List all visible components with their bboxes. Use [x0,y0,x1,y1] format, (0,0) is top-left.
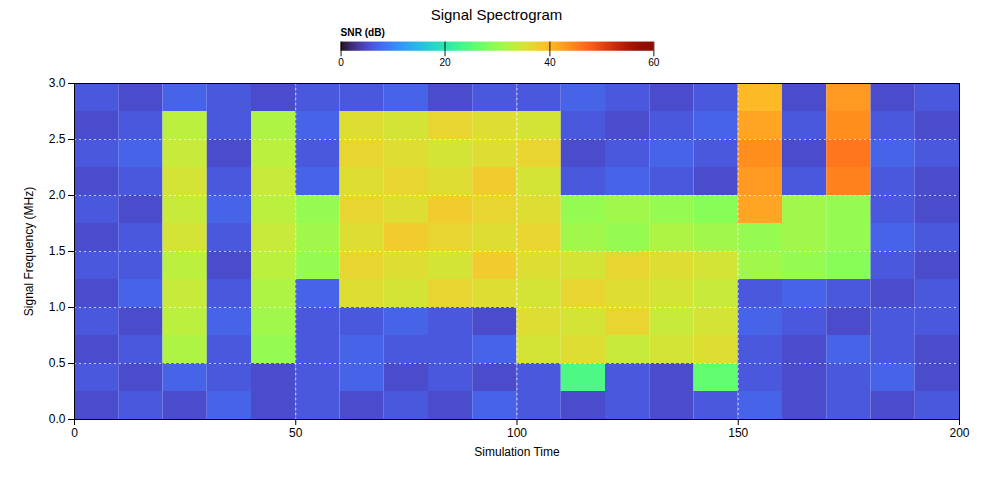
svg-text:0: 0 [71,426,78,440]
svg-text:100: 100 [507,426,527,440]
svg-text:Signal Frequency (MHz): Signal Frequency (MHz) [22,187,36,316]
svg-text:Simulation Time: Simulation Time [474,445,560,459]
svg-text:20: 20 [439,57,451,68]
svg-text:1.5: 1.5 [49,244,66,258]
svg-text:50: 50 [289,426,303,440]
svg-text:1.0: 1.0 [49,300,66,314]
svg-text:60: 60 [648,57,660,68]
svg-text:200: 200 [949,426,969,440]
svg-text:150: 150 [728,426,748,440]
svg-text:2.0: 2.0 [49,188,66,202]
svg-text:0.5: 0.5 [49,356,66,370]
svg-text:0.0: 0.0 [49,412,66,426]
svg-text:2.5: 2.5 [49,132,66,146]
svg-text:0: 0 [338,57,344,68]
svg-text:SNR (dB): SNR (dB) [340,27,384,38]
html-text:Signal Spectrogram: Signal Spectrogram [430,6,563,23]
svg-text:40: 40 [544,57,556,68]
svg-text:3.0: 3.0 [49,76,66,90]
